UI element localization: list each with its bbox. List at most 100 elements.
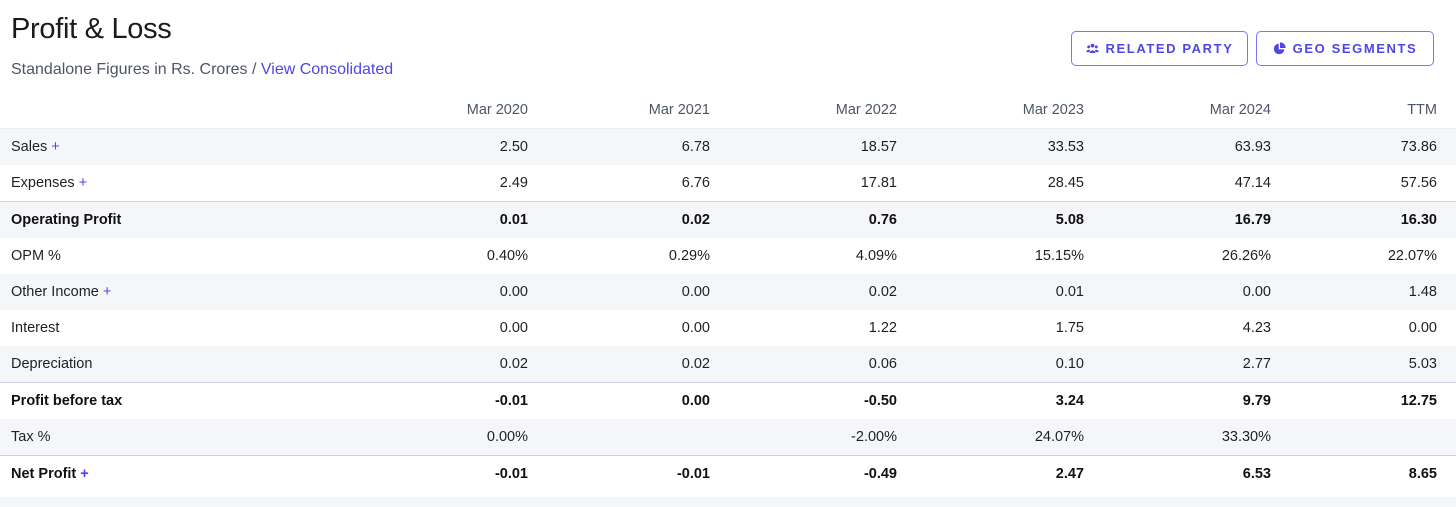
table-cell: 16.79 xyxy=(1084,201,1271,238)
table-cell: 6.53 xyxy=(1084,455,1271,492)
table-cell: 0.02 xyxy=(710,274,897,310)
table-cell: 1.22 xyxy=(868,320,897,336)
table-cell: 6.78 xyxy=(528,128,710,165)
table-cell: 26.26% xyxy=(1221,248,1271,264)
row-label: Depreciation xyxy=(0,346,241,383)
table-cell: 0.00 xyxy=(499,320,528,336)
row-label-text: Expenses xyxy=(11,175,75,191)
table-cell: 5.08 xyxy=(897,201,1084,238)
expand-plus-icon[interactable]: + xyxy=(51,139,60,155)
table-row-tax: Tax % 0.00% -2.00% 24.07% 33.30% xyxy=(0,419,1456,456)
row-label[interactable]: Expenses + xyxy=(0,165,241,202)
table-cell: 6.76 xyxy=(681,175,710,191)
table-cell: 0.00 xyxy=(1084,274,1271,310)
users-icon xyxy=(1085,43,1099,53)
table-cell: 0.02 xyxy=(528,201,710,238)
table-cell: 0.29% xyxy=(668,248,710,264)
table-cell: 4.09% xyxy=(855,248,897,264)
table-row-operating-profit: Operating Profit 0.01 0.02 0.76 5.08 16.… xyxy=(0,201,1456,238)
table-cell: 0.00 xyxy=(528,382,710,419)
table-cell: 2.77 xyxy=(1084,346,1271,383)
table-cell: 0.00 xyxy=(241,274,528,310)
table-header-row: Mar 2020 Mar 2021 Mar 2022 Mar 2023 Mar … xyxy=(0,91,1456,129)
table-cell: 2.50 xyxy=(241,128,528,165)
row-label-text: Net Profit xyxy=(11,466,77,482)
table-cell: 24.07% xyxy=(897,419,1084,456)
table-cell: 0.01 xyxy=(241,201,528,238)
row-label-text: Sales xyxy=(11,139,48,155)
table-cell: 16.30 xyxy=(1271,201,1456,238)
table-cell: 0.00 xyxy=(681,320,710,336)
table-cell: 0.01 xyxy=(897,274,1084,310)
table-cell: 0.40% xyxy=(486,248,528,264)
table-cell xyxy=(528,419,710,456)
row-label: OPM % xyxy=(11,248,61,264)
table-cell: -0.49 xyxy=(710,455,897,492)
row-label: Operating Profit xyxy=(0,201,241,238)
row-label: Interest xyxy=(11,320,60,336)
table-cell: 22.07% xyxy=(1387,248,1437,264)
row-label[interactable]: Other Income + xyxy=(0,274,241,310)
table-cell: 0.00 xyxy=(1408,320,1437,336)
table-cell: 3.24 xyxy=(897,382,1084,419)
column-header: Mar 2023 xyxy=(1022,101,1084,118)
table-cell xyxy=(1271,419,1456,456)
table-cell: 2.49 xyxy=(499,175,528,191)
table-row-opm: OPM % 0.40% 0.29% 4.09% 15.15% 26.26% 22… xyxy=(0,238,1456,274)
column-header-label xyxy=(0,91,241,129)
table-cell: 5.03 xyxy=(1271,346,1456,383)
table-cell: 1.75 xyxy=(1055,320,1084,336)
geo-segments-button[interactable]: GEO SEGMENTS xyxy=(1256,31,1434,66)
table-cell: 47.14 xyxy=(1234,175,1271,191)
table-cell: 0.06 xyxy=(710,346,897,383)
expand-plus-icon[interactable]: + xyxy=(80,466,89,482)
table-row-sales: Sales + 2.50 6.78 18.57 33.53 63.93 73.86 xyxy=(0,128,1456,165)
table-cell: 8.65 xyxy=(1271,455,1456,492)
table-cell: 28.45 xyxy=(1047,175,1084,191)
table-cell: 0.00 xyxy=(528,274,710,310)
table-row-profit-before-tax: Profit before tax -0.01 0.00 -0.50 3.24 … xyxy=(0,382,1456,419)
table-cell: -0.50 xyxy=(710,382,897,419)
column-header: Mar 2024 xyxy=(1209,101,1271,118)
table-cell: 0.76 xyxy=(710,201,897,238)
table-cell: 15.15% xyxy=(1034,248,1084,264)
expand-plus-icon[interactable]: + xyxy=(78,175,88,191)
table-cell: 12.75 xyxy=(1271,382,1456,419)
table-cell: 1.48 xyxy=(1271,274,1456,310)
next-row-strip xyxy=(0,497,1456,507)
row-label-text: Other Income xyxy=(11,284,99,300)
table-cell: -0.01 xyxy=(241,455,528,492)
column-header: TTM xyxy=(1407,101,1437,118)
table-row-net-profit: Net Profit + -0.01 -0.01 -0.49 2.47 6.53 … xyxy=(0,455,1456,492)
table-cell: 0.00% xyxy=(241,419,528,456)
pie-chart-icon xyxy=(1273,42,1286,55)
table-cell: 57.56 xyxy=(1400,175,1437,191)
table-cell: -0.01 xyxy=(528,455,710,492)
table-cell: 4.23 xyxy=(1242,320,1271,336)
related-party-button[interactable]: RELATED PARTY xyxy=(1071,31,1248,66)
table-cell: 0.02 xyxy=(528,346,710,383)
view-consolidated-link[interactable]: View Consolidated xyxy=(260,61,394,78)
column-header: Mar 2020 xyxy=(466,101,528,118)
row-label[interactable]: Sales + xyxy=(0,128,241,165)
geo-segments-label: GEO SEGMENTS xyxy=(1292,41,1418,56)
table-cell: -0.01 xyxy=(241,382,528,419)
table-cell: 63.93 xyxy=(1084,128,1271,165)
related-party-label: RELATED PARTY xyxy=(1105,41,1234,56)
table-cell: 0.10 xyxy=(897,346,1084,383)
subtitle-text: Standalone Figures in Rs. Crores / xyxy=(11,61,261,78)
page-title: Profit & Loss xyxy=(11,13,172,45)
table-cell: 2.47 xyxy=(897,455,1084,492)
table-row-other-income: Other Income + 0.00 0.00 0.02 0.01 0.00 1… xyxy=(0,274,1456,310)
table-cell: 33.30% xyxy=(1084,419,1271,456)
row-label[interactable]: Net Profit + xyxy=(0,455,241,492)
table-row-depreciation: Depreciation 0.02 0.02 0.06 0.10 2.77 5.… xyxy=(0,346,1456,383)
table-cell: 0.02 xyxy=(241,346,528,383)
table-cell: 9.79 xyxy=(1084,382,1271,419)
table-row-expenses: Expenses + 2.49 6.76 17.81 28.45 47.14 57… xyxy=(0,165,1456,202)
row-label: Tax % xyxy=(0,419,241,456)
table-cell: 33.53 xyxy=(897,128,1084,165)
column-header: Mar 2021 xyxy=(648,101,710,118)
expand-plus-icon[interactable]: + xyxy=(102,284,112,300)
profit-loss-table: Mar 2020 Mar 2021 Mar 2022 Mar 2023 Mar … xyxy=(0,91,1456,492)
